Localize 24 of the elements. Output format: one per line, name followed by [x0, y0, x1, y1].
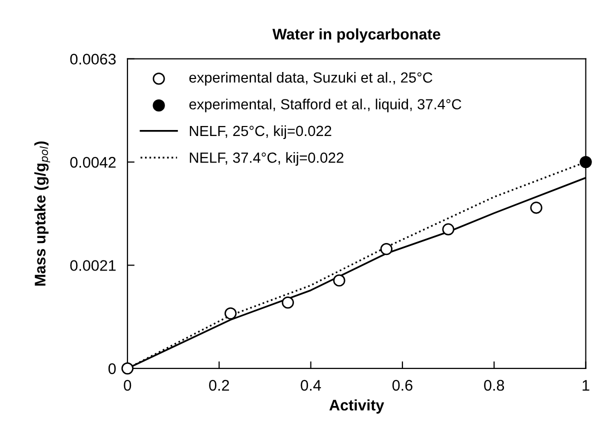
- legend-label: NELF, 25°C, kij=0.022: [190, 125, 332, 140]
- point: [380, 242, 392, 256]
- y-tick-label: 0: [108, 363, 116, 374]
- legend-label: NELF, 37.4°C, kij=0.022: [190, 152, 344, 166]
- x-tick-label: 0: [124, 380, 132, 391]
- x-tick-label: 1: [582, 380, 590, 391]
- x-axis-title: Activity: [329, 399, 384, 414]
- x-tick-label: 0.2: [209, 380, 229, 391]
- y-axis-title: Mass uptake (g/g$_{pol}$): [34, 141, 50, 286]
- y-tick-label: 0.0063: [70, 54, 116, 65]
- y-tick-label: 0.0021: [70, 260, 116, 271]
- x-tick-label: 0.8: [484, 380, 504, 391]
- point: [333, 274, 346, 287]
- point: [442, 223, 454, 236]
- point: [224, 307, 237, 320]
- point: [580, 156, 592, 168]
- y-tick-label: 0.0042: [70, 156, 116, 168]
- point: [282, 296, 294, 309]
- legend-label: experimental data, Suzuki et al., 25°C: [189, 72, 432, 86]
- point: [530, 202, 542, 214]
- x-tick-label: 0.6: [392, 380, 412, 391]
- x-tick-label: 0.4: [300, 380, 321, 391]
- chart-title: Water in polycarbonate: [272, 28, 440, 43]
- legend-label: experimental, Stafford et al., liquid, 37.4°C: [189, 98, 462, 112]
